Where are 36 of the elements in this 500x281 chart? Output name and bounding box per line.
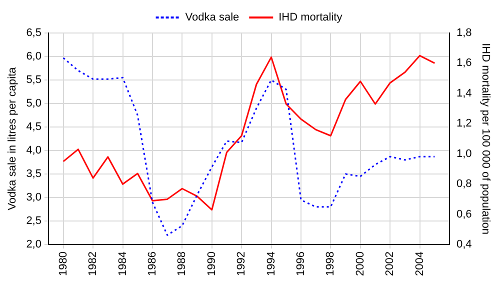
y2-tick-label: 1,2: [456, 118, 472, 130]
y-tick-label: 5,0: [26, 98, 42, 110]
y-tick-label: 4,0: [26, 144, 42, 157]
y2-axis-title: IHD mortality per 100 000 of population: [479, 43, 492, 234]
x-tick-label: 1980: [57, 252, 70, 276]
x-tick-label: 1984: [116, 252, 129, 276]
y2-tick-label: 0,8: [456, 178, 472, 190]
y2-tick-label: 1,6: [456, 57, 472, 70]
x-tick-label: 1998: [324, 252, 337, 276]
line-series: [62, 57, 436, 236]
x-tick-label: 1992: [236, 252, 248, 276]
y2-tick-label: 1,8: [456, 27, 472, 40]
x-tick-label: 1990: [206, 252, 218, 276]
x-tick-label: 1988: [176, 252, 188, 276]
y-tick-label: 4,5: [26, 121, 42, 134]
x-tick-label: 2004: [414, 252, 426, 276]
x-tick-label: 1994: [265, 252, 278, 276]
x-tick-label: 1996: [295, 252, 308, 276]
y-tick-label: 3,5: [26, 168, 42, 180]
y-axis-title: Vodka sale in litres per capita: [6, 66, 19, 210]
y-tick-label: 5,5: [26, 74, 42, 86]
x-tick-label: 2000: [354, 252, 366, 276]
y-tick-label: 6,0: [26, 50, 42, 63]
x-tick-label: 1982: [87, 252, 100, 276]
y-tick-label: 3,0: [26, 192, 42, 204]
y2-tick-label: 1,4: [456, 87, 472, 100]
y-tick-label: 2,0: [26, 238, 42, 251]
y-tick-label: 6,5: [26, 27, 42, 40]
x-tick-label: 1986: [146, 252, 158, 276]
y2-tick-label: 0,4: [456, 238, 472, 251]
y2-tick-label: 1,0: [456, 148, 472, 160]
legend-label: Vodka sale: [185, 12, 240, 24]
y-tick-label: 2,5: [26, 215, 42, 228]
y2-tick-label: 0,6: [456, 208, 472, 220]
x-tick-label: 2002: [384, 252, 396, 276]
legend-label: IHD mortality: [278, 12, 343, 24]
